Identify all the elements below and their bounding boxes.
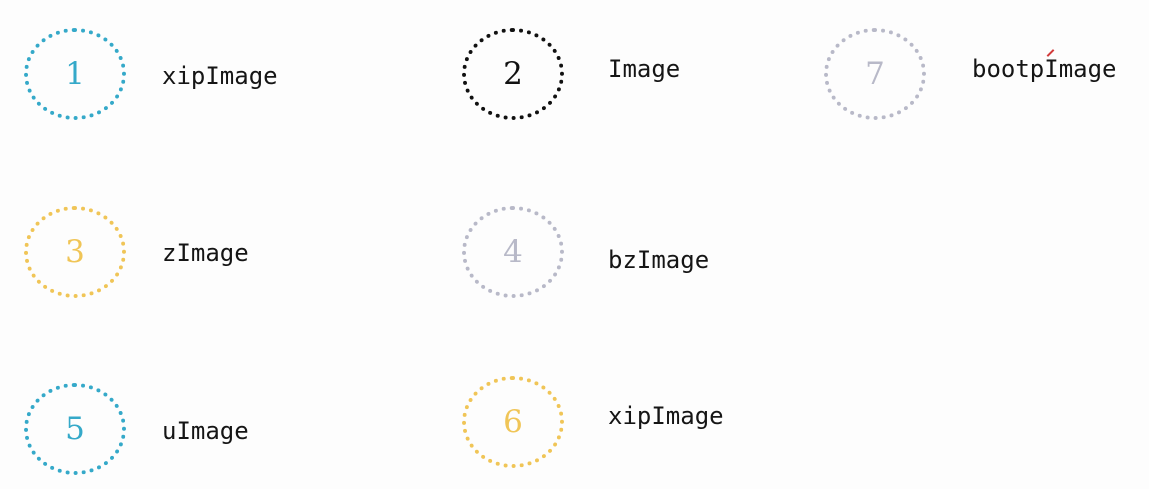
circle-number-4: 4: [503, 233, 523, 270]
item-label-2: Image: [608, 55, 681, 83]
item-label-1: xipImage: [162, 62, 278, 90]
item-label-3: zImage: [162, 239, 249, 267]
diagram-item-6: 6 xipImage: [462, 376, 724, 468]
circle-number-3: 3: [65, 233, 85, 270]
diagram-item-1: 1 xipImage: [24, 28, 278, 120]
dotted-circle-1: 1: [24, 28, 126, 120]
dotted-circle-5: 5: [24, 383, 126, 475]
dotted-circle-3: 3: [24, 206, 126, 298]
circle-number-6: 6: [503, 403, 523, 440]
diagram-item-2: 2 Image: [462, 28, 680, 120]
circle-number-1: 1: [65, 55, 85, 92]
circle-number-7: 7: [865, 55, 885, 92]
item-label-7: bootpImage: [972, 55, 1117, 83]
diagram-item-4: 4 bzImage: [462, 206, 709, 298]
dotted-circle-2: 2: [462, 28, 564, 120]
diagram-item-5: 5 uImage: [24, 383, 249, 475]
dotted-circle-6: 6: [462, 376, 564, 468]
item-label-4: bzImage: [608, 246, 710, 274]
item-label-6: xipImage: [608, 402, 724, 430]
item-label-5: uImage: [162, 417, 249, 445]
circle-number-5: 5: [65, 410, 85, 447]
dotted-circle-4: 4: [462, 206, 564, 298]
circle-number-2: 2: [503, 55, 523, 92]
diagram-item-7: 7 bootpImage: [824, 28, 1117, 120]
diagram-item-3: 3 zImage: [24, 206, 249, 298]
dotted-circle-7: 7: [824, 28, 926, 120]
